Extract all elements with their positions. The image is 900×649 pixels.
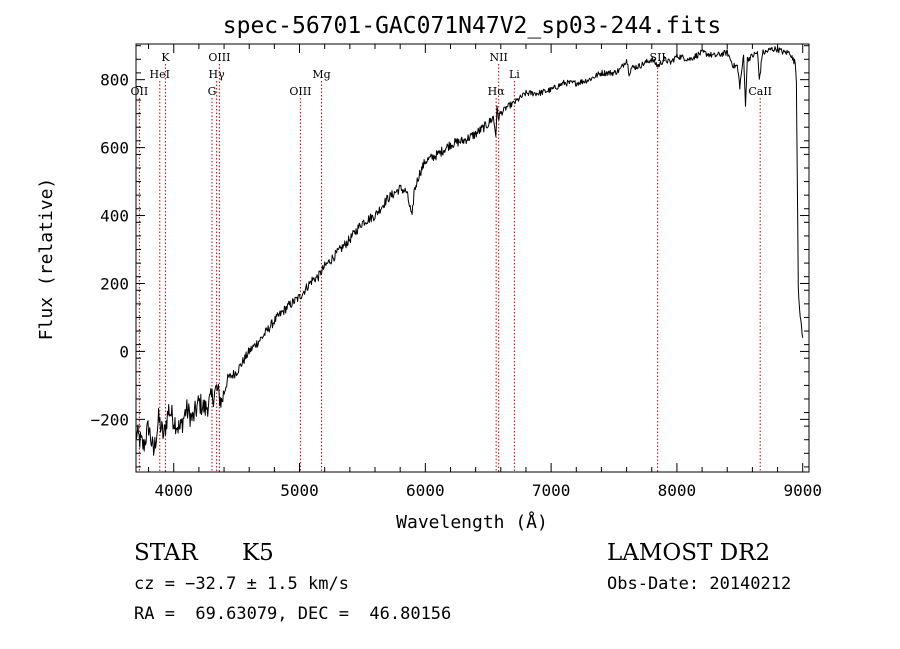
- line-marker-label: K: [161, 51, 170, 64]
- y-tick-label: −200: [90, 410, 129, 429]
- line-marker-label: OII: [131, 85, 149, 98]
- x-tick-label: 6000: [406, 481, 445, 500]
- line-marker-label: Hα: [488, 85, 506, 98]
- line-marker-label: CaII: [748, 85, 772, 98]
- y-tick-label: 0: [119, 342, 129, 361]
- redshift-info: cz = −32.7 ± 1.5 km/s: [134, 574, 349, 594]
- spectrum-line: [135, 46, 804, 456]
- observation-date: Obs-Date: 20140212: [607, 574, 792, 594]
- y-tick-label: 200: [100, 274, 129, 293]
- line-marker-label: G: [208, 85, 217, 98]
- line-marker-label: Hγ: [209, 68, 226, 81]
- line-marker-label: Li: [509, 68, 520, 81]
- object-subclass: K5: [242, 540, 274, 566]
- line-marker-label: OIII: [289, 85, 311, 98]
- survey-name: LAMOST DR2: [607, 540, 771, 566]
- line-marker-label: OIII: [208, 51, 230, 64]
- axes: 4000 5000 6000 7000 8000 9000 −200 0 200 400 600 80…: [90, 43, 822, 500]
- coordinates: RA = 69.63079, DEC = 46.80156: [134, 604, 452, 624]
- x-tick-label: 4000: [154, 481, 193, 500]
- x-axis-label: Wavelength (Å): [396, 511, 548, 533]
- y-tick-label: 800: [100, 71, 129, 90]
- y-tick-label: 400: [100, 207, 129, 226]
- x-tick-label: 8000: [658, 481, 697, 500]
- y-axis-label: Flux (relative): [36, 178, 57, 341]
- x-tick-label: 5000: [280, 481, 319, 500]
- plot-frame: [135, 43, 810, 473]
- line-marker-label: HeI: [150, 68, 170, 81]
- x-tick-label: 7000: [532, 481, 571, 500]
- object-type: STAR: [134, 540, 198, 566]
- y-tick-label: 600: [100, 139, 129, 158]
- series-group: [135, 46, 804, 456]
- chart-title: spec-56701-GAC071N47V2_sp03-244.fits: [223, 13, 722, 39]
- line-marker-label: Mg: [312, 68, 330, 81]
- x-tick-label: 9000: [783, 481, 822, 500]
- line-marker-label: NII: [490, 51, 508, 64]
